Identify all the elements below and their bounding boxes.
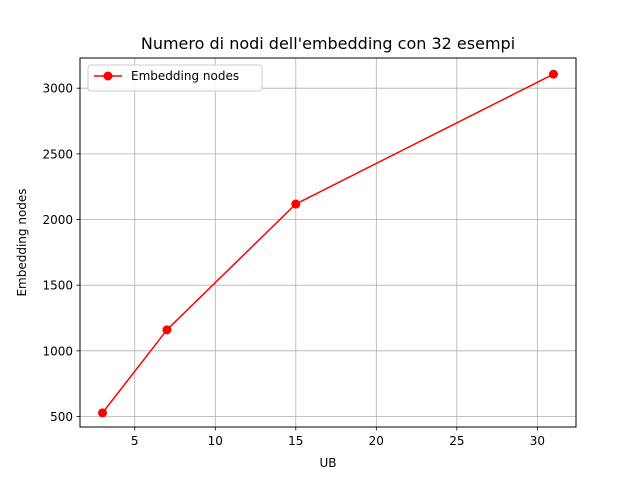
- y-tick-label: 2500: [42, 147, 73, 161]
- y-tick-label: 1500: [42, 279, 73, 293]
- chart-title: Numero di nodi dell'embedding con 32 ese…: [141, 34, 515, 53]
- y-tick-label: 2000: [42, 213, 73, 227]
- x-tick-label: 15: [288, 434, 303, 448]
- data-point: [98, 408, 108, 418]
- series-layer: [98, 69, 558, 418]
- legend-box: [87, 64, 263, 92]
- series-line: [101, 73, 554, 414]
- data-point: [291, 199, 301, 209]
- x-tick-label: 20: [369, 434, 384, 448]
- legend-series-marker: [103, 71, 113, 81]
- data-point: [162, 325, 172, 335]
- axis-ticks: 5 10 15 20 25 30 500 1000 1500 2000 2500 3000: [42, 82, 545, 448]
- y-tick-label: 500: [50, 410, 73, 424]
- data-point: [548, 69, 558, 79]
- x-tick-label: 30: [530, 434, 545, 448]
- legend: Embedding nodes: [87, 64, 263, 92]
- y-tick-label: 3000: [42, 82, 73, 96]
- x-tick-label: 25: [449, 434, 464, 448]
- grid-lines: [80, 58, 576, 427]
- x-axis-label: UB: [319, 456, 336, 470]
- y-tick-label: 1000: [42, 344, 73, 358]
- x-tick-label: 5: [131, 434, 139, 448]
- legend-series-label: Embedding nodes: [131, 69, 239, 83]
- x-tick-label: 10: [208, 434, 223, 448]
- plot-area-frame: [79, 57, 577, 428]
- y-axis-label: Embedding nodes: [15, 188, 29, 296]
